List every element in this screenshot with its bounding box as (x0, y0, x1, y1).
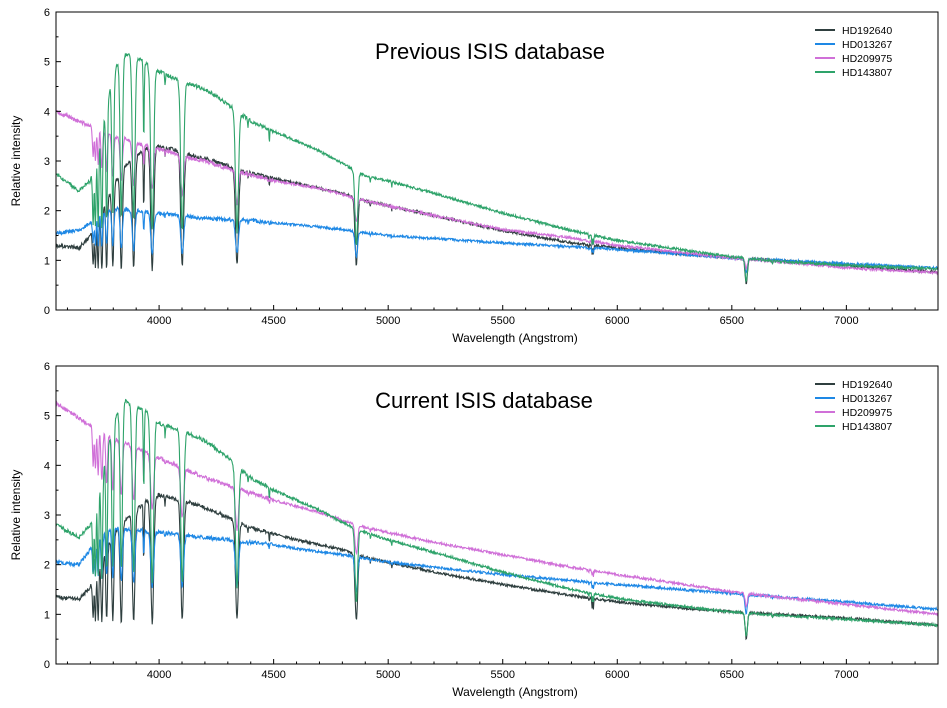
legend-label: HD192640 (842, 25, 892, 37)
y-tick-label: 5 (44, 57, 50, 69)
x-tick-label: 5500 (490, 669, 514, 681)
legend-label: HD013267 (842, 393, 892, 405)
x-tick-label: 4500 (261, 315, 285, 327)
x-tick-label: 6000 (605, 669, 629, 681)
x-tick-label: 5000 (376, 669, 400, 681)
series-line-hd013267 (56, 205, 938, 274)
legend-label: HD209975 (842, 407, 892, 419)
y-tick-label: 1 (44, 609, 50, 621)
y-tick-label: 2 (44, 206, 50, 218)
x-tick-label: 6500 (720, 315, 744, 327)
legend-label: HD209975 (842, 53, 892, 65)
y-tick-label: 3 (44, 510, 50, 522)
legend: HD192640 HD013267 HD209975 HD143807 (815, 379, 892, 433)
y-tick-label: 1 (44, 255, 50, 267)
x-tick-label: 6500 (720, 669, 744, 681)
y-tick-label: 0 (44, 659, 50, 671)
series-line-hd143807 (56, 398, 938, 637)
y-tick-label: 6 (44, 7, 50, 19)
x-tick-label: 4000 (147, 669, 171, 681)
x-tick-label: 7000 (834, 315, 858, 327)
chart-panel-2: 4000 4500 5000 5500 6000 6500 7000 0 1 2 3 4 5 6 Wavel… (9, 361, 939, 699)
legend-label: HD192640 (842, 379, 892, 391)
y-tick-label: 4 (44, 460, 50, 472)
y-tick-label: 0 (44, 305, 50, 317)
y-tick-label: 2 (44, 560, 50, 572)
chart-title: Current ISIS database (375, 388, 593, 413)
series-group (56, 52, 938, 285)
y-tick-label: 4 (44, 106, 50, 118)
chart-title: Previous ISIS database (375, 39, 605, 64)
y-axis-label: Relative intensity (9, 116, 23, 207)
y-tick-label: 3 (44, 156, 50, 168)
x-tick-label: 4500 (261, 669, 285, 681)
x-tick-label: 5000 (376, 315, 400, 327)
legend: HD192640 HD013267 HD209975 HD143807 (815, 25, 892, 79)
y-axis-label: Relative intensity (9, 470, 23, 561)
legend-label: HD143807 (842, 421, 892, 433)
x-tick-label: 7000 (834, 669, 858, 681)
series-line-hd209975 (56, 400, 938, 617)
series-line-hd143807 (56, 52, 938, 283)
series-group (56, 398, 938, 641)
x-axis-label: Wavelength (Angstrom) (452, 685, 578, 699)
legend-label: HD013267 (842, 39, 892, 51)
x-axis-label: Wavelength (Angstrom) (452, 331, 578, 345)
x-tick-label: 6000 (605, 315, 629, 327)
series-line-hd209975 (56, 109, 938, 276)
x-tick-label: 5500 (490, 315, 514, 327)
x-tick-label: 4000 (147, 315, 171, 327)
chart-panel-1: 4000 4500 5000 5500 6000 6500 7000 0 1 2 3 4 5 6 Wavel… (9, 7, 939, 345)
legend-label: HD143807 (842, 67, 892, 79)
y-tick-label: 5 (44, 411, 50, 423)
y-tick-label: 6 (44, 361, 50, 373)
